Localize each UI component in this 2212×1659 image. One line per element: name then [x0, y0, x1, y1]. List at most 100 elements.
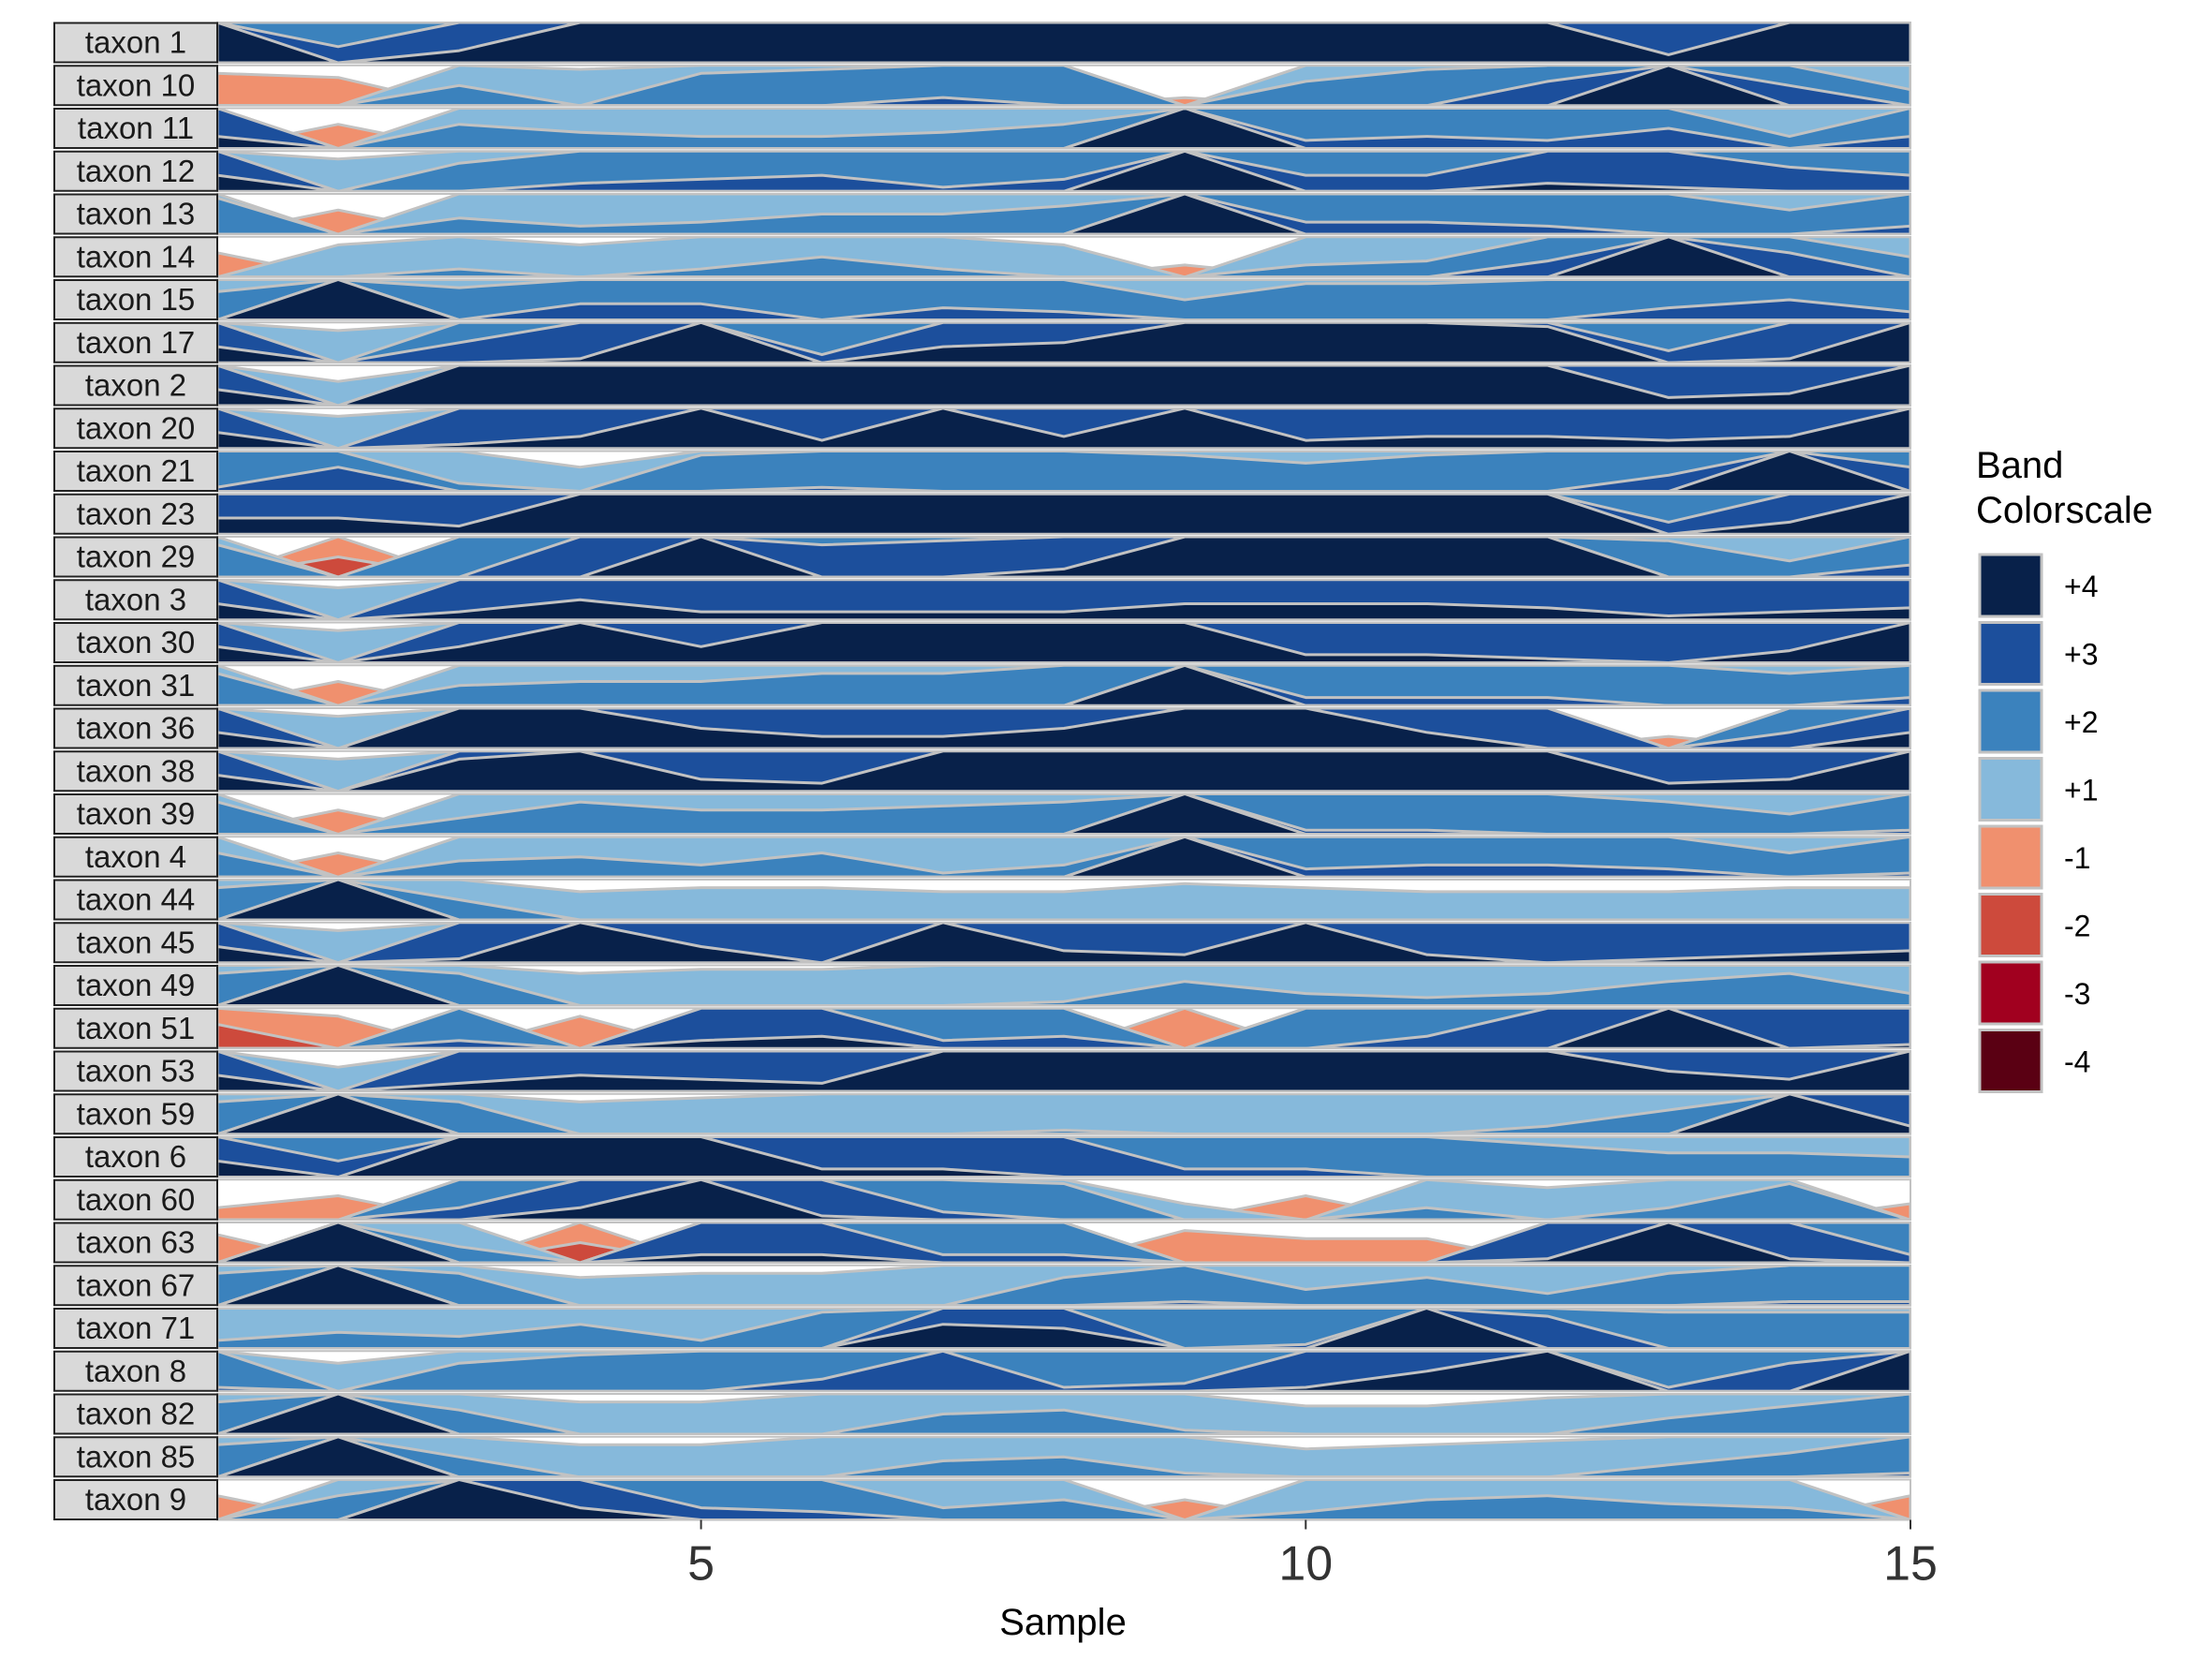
band-area: [217, 880, 1910, 920]
row-label: taxon 36: [77, 711, 196, 746]
band-area: [217, 880, 1910, 920]
row-strip: taxon 60: [53, 1178, 218, 1221]
legend-swatch: [1978, 960, 2043, 1026]
strip-box: [53, 150, 218, 192]
strip-box: [53, 451, 218, 492]
row-strip: taxon 71: [53, 1308, 218, 1349]
legend-label: +2: [2064, 705, 2098, 739]
band-area: [217, 965, 1910, 1006]
row-label: taxon 63: [77, 1225, 196, 1260]
row-strip: taxon 53: [53, 1050, 218, 1092]
band-area: [217, 22, 1910, 63]
horizon-row: [216, 407, 1911, 450]
horizon-row: [216, 1178, 1911, 1222]
legend-swatch: [1978, 553, 2043, 618]
band-area: [217, 65, 1910, 106]
row-strips: taxon 1 taxon 10 taxon 11 taxon 12 taxon 13 t…: [53, 22, 218, 1520]
row-label: taxon 71: [77, 1311, 196, 1345]
row-label: taxon 12: [77, 154, 196, 188]
row-strip: taxon 67: [53, 1265, 218, 1307]
row-strip: taxon 31: [53, 664, 218, 706]
band-area: [217, 236, 1910, 277]
row-label: taxon 20: [77, 410, 196, 445]
strip-box: [53, 65, 218, 107]
horizon-row: [216, 450, 1911, 493]
row-strip: taxon 2: [53, 364, 218, 407]
band-area: [217, 451, 1910, 492]
row-label: taxon 45: [77, 925, 196, 959]
horizon-row: [216, 1264, 1911, 1307]
row-label: taxon 4: [85, 839, 186, 874]
legend-swatch: [1978, 621, 2043, 686]
row-strip: taxon 13: [53, 193, 218, 235]
row-strip: taxon 1: [53, 22, 218, 64]
strip-box: [53, 193, 218, 235]
horizon-row: [216, 364, 1911, 407]
legend-title: Band Colorscale: [1976, 445, 2153, 531]
horizon-row: [216, 921, 1911, 964]
legend: Band Colorscale +4 +3 +2 +1 -1 -2 -3 -4: [1976, 445, 2153, 1093]
row-label: taxon 30: [77, 625, 196, 659]
row-label: taxon 17: [77, 325, 196, 360]
row-strip: taxon 36: [53, 707, 218, 749]
row-label: taxon 59: [77, 1096, 196, 1131]
band-area: [217, 922, 1910, 963]
row-label: taxon 60: [77, 1182, 196, 1217]
horizon-row: [216, 664, 1911, 707]
row-strip: taxon 23: [53, 493, 218, 535]
band-area: [217, 793, 1910, 835]
x-axis-title: Sample: [999, 1602, 1127, 1643]
strip-box: [53, 1265, 218, 1307]
row-label: taxon 53: [77, 1054, 196, 1089]
row-strip: taxon 9: [53, 1479, 218, 1520]
strip-box: [53, 879, 218, 921]
row-strip: taxon 49: [53, 965, 218, 1006]
band-area: [217, 1136, 1910, 1178]
strip-box: [53, 1436, 218, 1478]
horizon-row: [216, 1435, 1911, 1478]
strip-box: [53, 1479, 218, 1520]
row-label: taxon 15: [77, 282, 196, 317]
row-label: taxon 38: [77, 753, 196, 788]
strip-box: [53, 965, 218, 1006]
legend-swatch: [1978, 689, 2043, 754]
row-label: taxon 9: [85, 1482, 186, 1517]
legend-swatch: [1978, 757, 2043, 822]
horizon-row: [216, 1350, 1911, 1393]
horizon-row: [216, 22, 1911, 64]
row-strip: taxon 51: [53, 1007, 218, 1049]
band-area: [217, 965, 1910, 1006]
band-area: [217, 708, 1910, 748]
row-strip: taxon 17: [53, 321, 218, 363]
horizon-row: [216, 1092, 1911, 1135]
row-label: taxon 8: [85, 1354, 186, 1388]
row-strip: taxon 14: [53, 236, 218, 278]
horizon-row: [216, 1478, 1911, 1521]
x-tick-label: 5: [687, 1537, 715, 1592]
row-strip: taxon 8: [53, 1350, 218, 1392]
horizon-row: [216, 1222, 1911, 1264]
x-axis: 5 10 15: [687, 1519, 1938, 1592]
strip-box: [53, 321, 218, 363]
row-label: taxon 10: [77, 67, 196, 102]
strip-box: [53, 1136, 218, 1178]
row-strip: taxon 38: [53, 750, 218, 792]
row-label: taxon 51: [77, 1011, 196, 1045]
band-area: [217, 279, 1910, 320]
band-area: [217, 322, 1910, 363]
horizon-row: [216, 493, 1911, 536]
band-area: [217, 1394, 1910, 1434]
x-tick-label: 15: [1883, 1537, 1938, 1592]
band-area: [217, 407, 1910, 449]
strip-box: [53, 1178, 218, 1221]
horizon-row: [216, 193, 1911, 235]
row-label: taxon 21: [77, 453, 196, 488]
row-strip: taxon 11: [53, 108, 218, 149]
horizon-row: [216, 964, 1911, 1007]
row-label: taxon 1: [85, 25, 186, 60]
row-strip: taxon 29: [53, 536, 218, 578]
horizon-row: [216, 879, 1911, 921]
strip-box: [53, 1093, 218, 1135]
horizon-row: [216, 836, 1911, 879]
